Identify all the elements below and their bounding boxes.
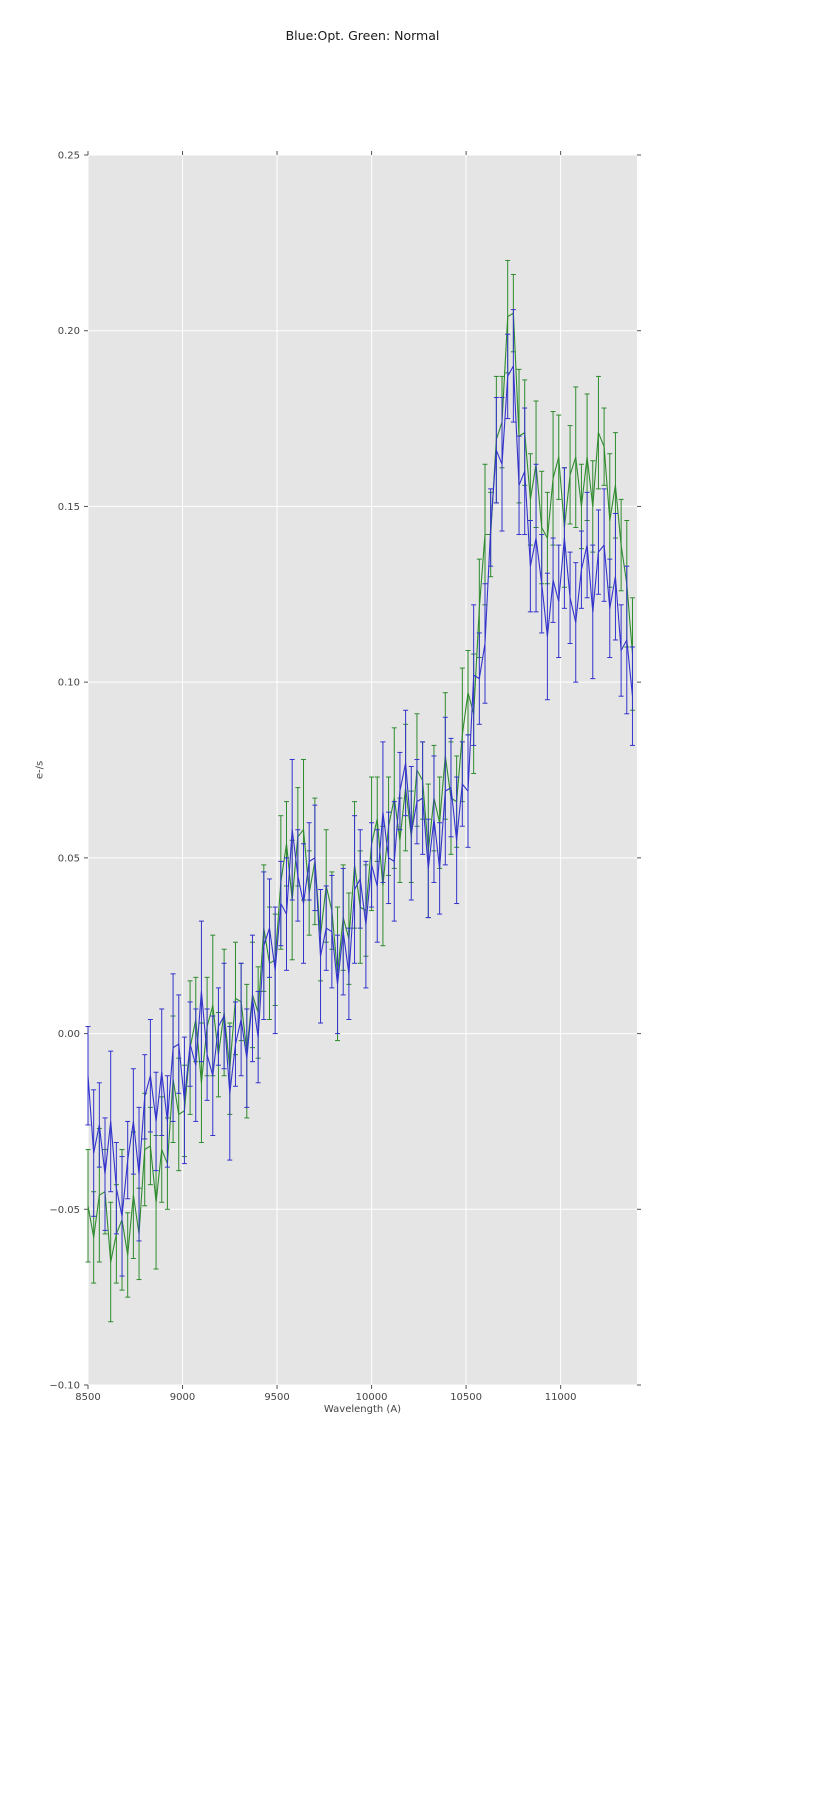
y-tick-label: −0.05 bbox=[49, 1205, 80, 1216]
y-tick-label: 0.25 bbox=[58, 151, 80, 162]
x-tick-label: 8500 bbox=[75, 1392, 100, 1403]
y-tick-label: 0.00 bbox=[58, 1029, 80, 1040]
x-tick-label: 9000 bbox=[170, 1392, 195, 1403]
x-tick-label: 11000 bbox=[545, 1392, 577, 1403]
x-tick-label: 10000 bbox=[356, 1392, 388, 1403]
y-tick-label: 0.15 bbox=[58, 502, 80, 513]
y-tick-label: 0.20 bbox=[58, 326, 80, 337]
x-axis-label: Wavelength (A) bbox=[323, 1404, 402, 1415]
chart-title: Blue:Opt. Green: Normal bbox=[285, 28, 440, 43]
y-axis-label: e-/s bbox=[34, 760, 46, 780]
x-tick-label: 9500 bbox=[264, 1392, 289, 1403]
y-tick-label: −0.10 bbox=[49, 1381, 80, 1392]
x-tick-label: 10500 bbox=[450, 1392, 482, 1403]
y-tick-label: 0.10 bbox=[58, 678, 80, 689]
series-line-opt bbox=[87, 365, 634, 1217]
y-tick-label: 0.05 bbox=[58, 853, 80, 864]
plot-background bbox=[88, 155, 637, 1385]
